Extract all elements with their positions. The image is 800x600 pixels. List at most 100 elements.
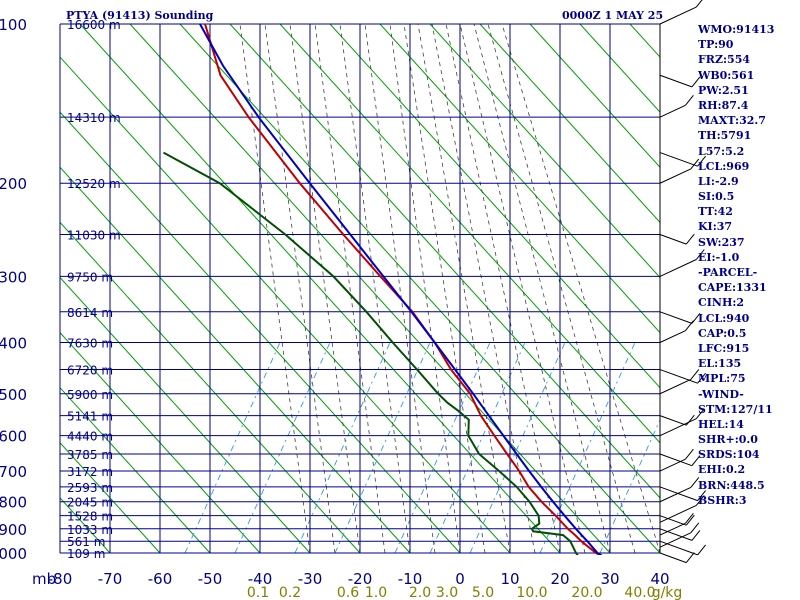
sounding-time: 0000Z 1 MAY 25 xyxy=(562,9,664,22)
mixing-ratio-label: 5.0 xyxy=(472,585,494,600)
dry-adiabat-line xyxy=(60,442,161,554)
index-line: LFC:915 xyxy=(698,341,750,355)
wind-barb xyxy=(659,259,697,277)
wind-barb xyxy=(659,552,687,564)
mixing-ratio-label: 20.0 xyxy=(571,585,602,600)
wind-barb xyxy=(659,168,692,184)
index-line: KI:37 xyxy=(698,220,733,234)
wind-barb xyxy=(659,311,693,324)
index-line: SRDS:104 xyxy=(698,448,760,462)
mixing-ratio-line xyxy=(394,342,491,554)
height-label: 7630 m xyxy=(67,336,113,350)
wind-barb-flag xyxy=(697,544,706,556)
temperature-tick-labels: -80 -70 -60 -50 -40 -30 -20 -10 0 10 20 30 40 xyxy=(48,570,670,588)
height-label: 8614 m xyxy=(67,306,113,320)
pressure-tick-label: 600 xyxy=(0,428,27,446)
wind-barb-flag xyxy=(697,372,706,384)
index-line: CAPE:1331 xyxy=(698,281,767,295)
index-line: RH:87.4 xyxy=(698,98,749,112)
mixing-ratio-line xyxy=(184,342,281,554)
mixing-ratio-line xyxy=(429,342,526,554)
temperature-tick-label: -70 xyxy=(98,570,123,588)
mixing-ratio-line xyxy=(234,342,331,554)
wind-barb-flag xyxy=(691,455,701,467)
wind-barb-flag xyxy=(690,477,700,488)
index-line: L57:5.2 xyxy=(698,144,745,158)
mixing-ratio-label: 1.0 xyxy=(365,585,387,600)
height-labels: 16600 m 14310 m 12520 m 11030 m 9750 m 8614 m… xyxy=(67,18,121,561)
wind-barb xyxy=(659,504,697,523)
index-line: SI:0.5 xyxy=(698,190,735,204)
wind-barb xyxy=(659,378,692,395)
wind-barb xyxy=(659,74,693,88)
height-label: 109 m xyxy=(67,547,105,561)
index-line: -WIND- xyxy=(698,387,744,401)
wind-barb-flag xyxy=(685,94,694,106)
wind-barb-flag xyxy=(685,552,695,563)
height-label: 1033 m xyxy=(67,523,113,537)
wind-barb-flag xyxy=(697,490,706,501)
index-line: LCL:969 xyxy=(698,159,750,173)
temperature-tick-label: 0 xyxy=(455,570,465,588)
wind-barb xyxy=(659,415,687,426)
mixing-ratio-label: 0.6 xyxy=(337,585,359,600)
index-line: EHI:0.2 xyxy=(698,463,746,477)
mixing-ratio-line xyxy=(469,342,566,554)
wind-barb-flag xyxy=(690,158,700,170)
isobars xyxy=(60,23,660,554)
wind-barb-flag xyxy=(691,76,701,88)
pressure-tick-labels: 100 200 300 400 500 600 700 800 900 1000 xyxy=(0,16,27,563)
dry-adiabat-line xyxy=(60,276,311,554)
pressure-tick-label: 100 xyxy=(0,16,27,34)
wind-barb xyxy=(659,369,698,384)
wind-barb-flag xyxy=(690,522,700,534)
wind-barb-flag xyxy=(695,408,705,420)
height-label: 4440 m xyxy=(67,430,113,444)
mixing-ratio-label: 40.0 xyxy=(624,585,655,600)
index-line: TT:42 xyxy=(698,205,733,219)
mixing-ratio-labels: 0.1 0.2 0.6 1.0 2.0 3.0 5.0 10.0 20.0 40.0g/kg xyxy=(247,585,682,600)
index-line: CAP:0.5 xyxy=(698,326,747,340)
wind-barb xyxy=(659,330,686,343)
index-line: BRN:448.5 xyxy=(698,478,765,492)
height-label: 14310 m xyxy=(67,111,121,125)
wind-barb xyxy=(659,522,686,536)
mixing-ratio-line xyxy=(294,342,391,554)
dry-adiabat-line xyxy=(60,221,361,554)
dry-adiabat-line xyxy=(60,386,211,554)
wind-barb-flag xyxy=(685,514,695,526)
temperature-tick-label: 10 xyxy=(500,570,519,588)
pressure-tick-label: 800 xyxy=(0,494,27,512)
wind-barb-flag xyxy=(690,369,700,380)
sounding-profiles xyxy=(163,24,603,555)
index-line: WB0:561 xyxy=(698,68,755,82)
mixing-ratio-label: 0.2 xyxy=(279,585,301,600)
wind-barb xyxy=(659,418,697,437)
temperature-tick-label: 30 xyxy=(600,570,619,588)
wind-barb xyxy=(659,528,693,541)
mixing-ratio-label: 3.0 xyxy=(436,585,458,600)
index-line: TH:5791 xyxy=(698,129,752,143)
index-line: CINH:2 xyxy=(698,296,745,310)
pressure-axis-label: mb xyxy=(32,570,56,588)
wind-barb xyxy=(659,540,698,556)
height-label: 5141 m xyxy=(67,410,113,424)
parcel-trace xyxy=(199,24,603,555)
height-label: 1528 m xyxy=(67,510,113,524)
wind-barb xyxy=(659,532,692,548)
index-line: FRZ:554 xyxy=(698,53,751,67)
temperature-tick-label: -10 xyxy=(398,570,423,588)
height-label: 2593 m xyxy=(67,481,113,495)
wind-barb xyxy=(659,486,698,502)
wind-barb-flag xyxy=(685,512,694,524)
temperature-trace xyxy=(204,24,603,555)
temperature-tick-label: -80 xyxy=(48,570,73,588)
pressure-tick-label: 1000 xyxy=(0,545,27,563)
height-label: 3785 m xyxy=(67,448,113,462)
index-line: PW:2.51 xyxy=(698,83,749,97)
wind-barb xyxy=(659,515,687,526)
dry-adiabat-line xyxy=(60,331,261,554)
height-label: 3172 m xyxy=(67,465,113,479)
